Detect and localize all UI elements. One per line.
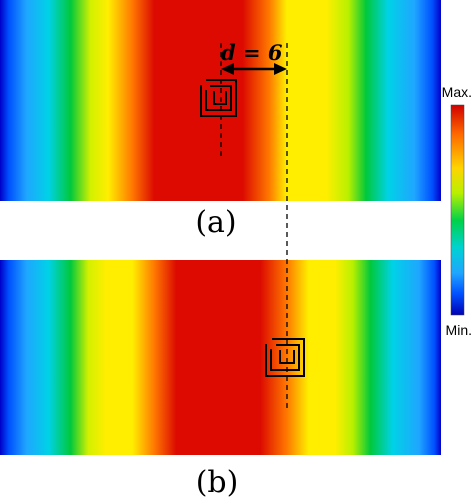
colorbar-min-label: Min. — [446, 322, 472, 338]
resonator-b — [265, 338, 305, 377]
distance-label: d = 6 — [221, 40, 283, 65]
panel-label-b: (b) — [196, 465, 239, 500]
distance-arrow — [221, 63, 287, 75]
field-map-b — [0, 260, 441, 455]
colorbar-max-label: Max. — [442, 84, 472, 100]
resonator-a — [200, 79, 237, 117]
panel-label-a: (a) — [195, 205, 236, 240]
colorbar — [450, 104, 465, 316]
